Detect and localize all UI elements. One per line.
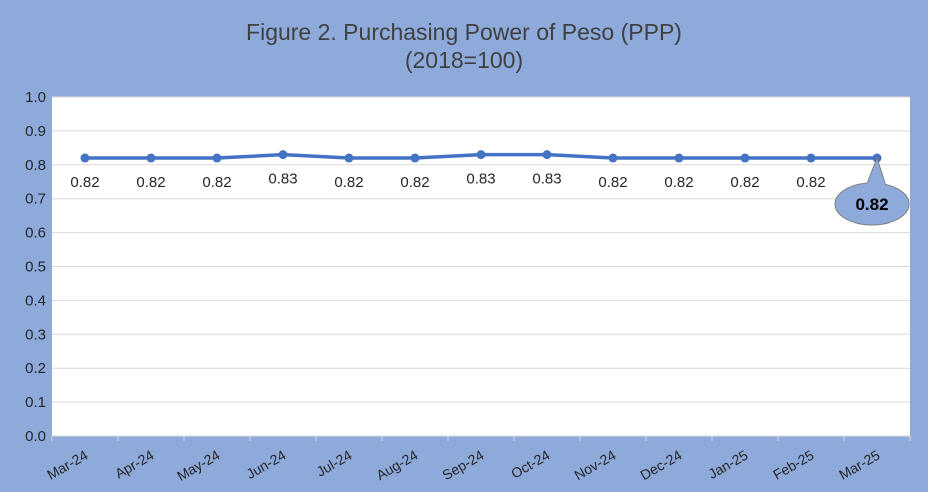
data-point <box>410 153 420 163</box>
data-point <box>80 153 90 163</box>
x-tick-label: Mar-25 <box>836 447 883 483</box>
x-tick-label: Jun-24 <box>243 447 288 482</box>
callout: 0.82 <box>834 156 910 226</box>
chart-title: Figure 2. Purchasing Power of Peso (PPP) <box>246 19 682 45</box>
y-tick-label: 0.2 <box>25 360 46 377</box>
data-label: 0.82 <box>334 174 363 191</box>
data-label: 0.82 <box>730 174 759 191</box>
data-point <box>212 153 222 163</box>
x-tick-label: Nov-24 <box>571 447 618 484</box>
chart-subtitle: (2018=100) <box>405 47 523 73</box>
callout-label: 0.82 <box>855 195 888 214</box>
y-tick-label: 0.3 <box>25 326 46 343</box>
series-ppp <box>80 150 882 163</box>
data-label: 0.82 <box>70 174 99 191</box>
data-label: 0.83 <box>532 171 561 188</box>
x-tick-label: Sep-24 <box>439 447 486 484</box>
y-tick-label: 0.9 <box>25 123 46 140</box>
y-tick-label: 0.5 <box>25 259 46 276</box>
data-point <box>740 153 750 163</box>
data-labels: 0.82 0.82 0.82 0.83 0.82 0.82 0.83 0.83 0.82 0.82… <box>70 171 825 191</box>
data-point <box>476 150 486 160</box>
x-tick-label: Feb-25 <box>770 447 817 483</box>
x-tick-label: Jul-24 <box>313 447 354 480</box>
y-axis-ticks: 0.0 0.1 0.2 0.3 0.4 0.5 0.6 0.7 0.8 0.9 1.0 <box>25 89 46 445</box>
data-point <box>608 153 618 163</box>
data-label: 0.83 <box>268 171 297 188</box>
data-point <box>806 153 816 163</box>
data-point <box>542 150 552 160</box>
data-label: 0.82 <box>400 174 429 191</box>
x-tick-label: Dec-24 <box>637 447 684 484</box>
data-point <box>344 153 354 163</box>
x-tick-label: Aug-24 <box>373 447 420 484</box>
y-tick-label: 0.8 <box>25 157 46 174</box>
y-tick-label: 0.6 <box>25 225 46 242</box>
x-tick-label: Oct-24 <box>508 447 553 482</box>
x-tick-label: Jan-25 <box>705 447 750 482</box>
data-label: 0.82 <box>202 174 231 191</box>
y-tick-label: 0.0 <box>25 428 46 445</box>
x-tick-label: Apr-24 <box>112 447 157 482</box>
data-label: 0.82 <box>796 174 825 191</box>
data-point <box>146 153 156 163</box>
y-tick-label: 0.7 <box>25 191 46 208</box>
x-axis-ticks: Mar-24 Apr-24 May-24 Jun-24 Jul-24 Aug-24 Sep-… <box>44 447 883 484</box>
gridlines <box>51 96 911 441</box>
data-point <box>674 153 684 163</box>
x-tick-label: Mar-24 <box>44 447 91 483</box>
data-point <box>278 150 288 160</box>
x-tick-label: May-24 <box>174 447 223 484</box>
y-tick-label: 0.4 <box>25 292 46 309</box>
y-tick-label: 0.1 <box>25 394 46 411</box>
data-label: 0.82 <box>136 174 165 191</box>
data-label: 0.82 <box>664 174 693 191</box>
data-label: 0.82 <box>598 174 627 191</box>
data-label: 0.83 <box>466 171 495 188</box>
y-tick-label: 1.0 <box>25 89 46 106</box>
